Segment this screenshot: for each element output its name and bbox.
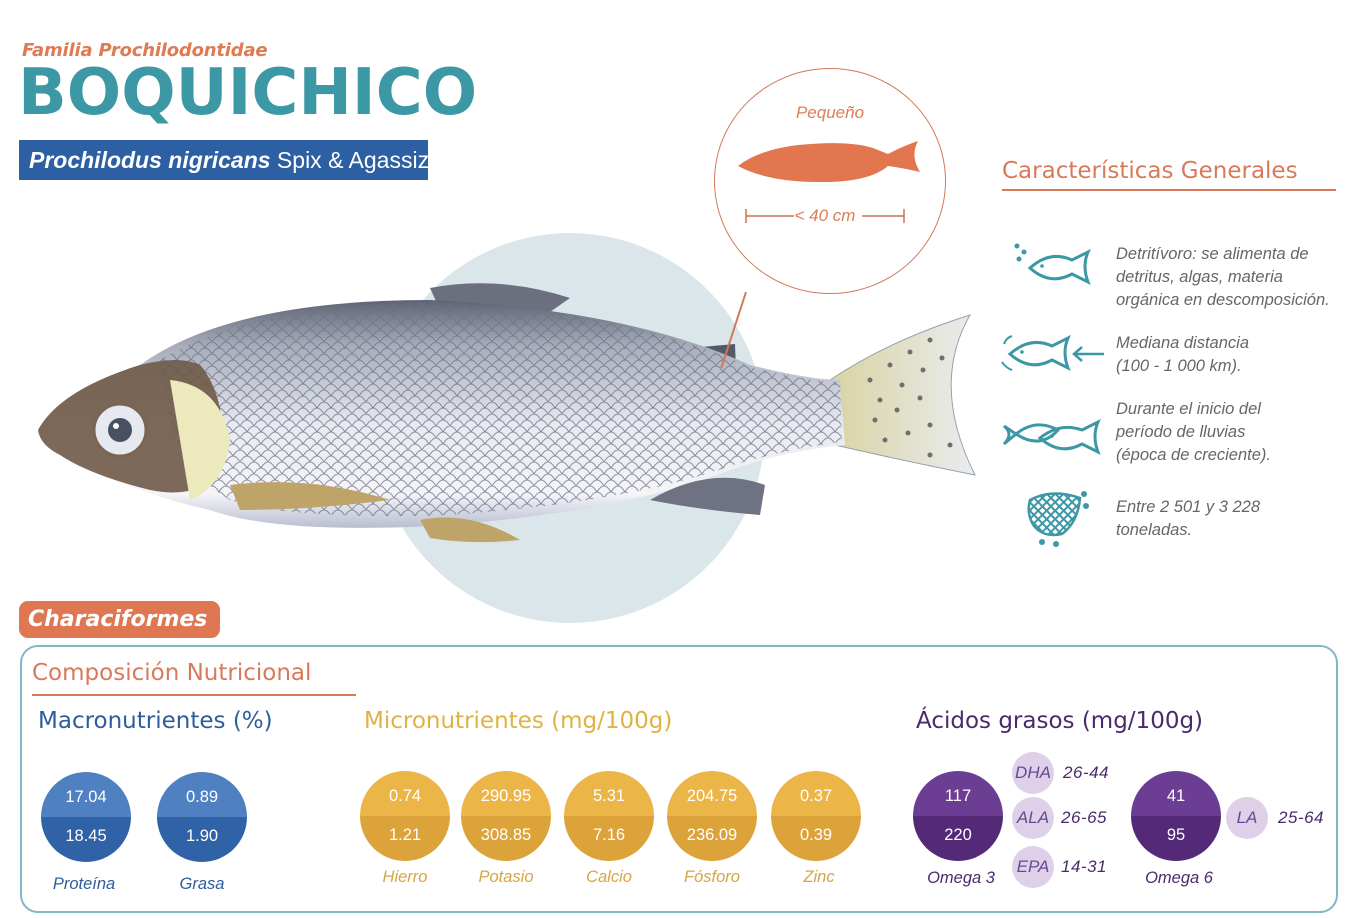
calcium-label: Calcio — [586, 868, 632, 886]
common-name-title: BOQUICHICO — [18, 56, 478, 130]
migration-fish-icon — [1001, 334, 1104, 372]
ala-range: 26-65 — [1061, 808, 1107, 827]
phosphorus-label: Fósforo — [684, 868, 740, 886]
nutrition-underline — [32, 694, 356, 696]
size-callout — [714, 68, 946, 294]
protein-label: Proteína — [52, 875, 116, 893]
la-badge: LA — [1226, 797, 1268, 839]
zinc-label: Zinc — [803, 868, 835, 886]
epa-badge: EPA — [1012, 846, 1054, 888]
potassium-label: Potasio — [478, 868, 534, 886]
char-item-migration: Mediana distancia (100 - 1 000 km). — [1116, 334, 1249, 375]
fat-bubble: 0.89 1.90 — [157, 772, 247, 862]
scientific-name: Prochilodus nigricans — [29, 147, 271, 173]
nutrition-title: Composición Nutricional — [32, 660, 312, 686]
scientific-name-banner: Prochilodus nigricans Spix & Agassiz, 18… — [19, 140, 493, 180]
dha-range: 26-44 — [1063, 763, 1109, 782]
characteristics-underline — [1002, 189, 1336, 191]
iron-bubble: 0.74 1.21 — [360, 771, 450, 861]
omega3-label: Omega 3 — [927, 869, 995, 887]
char-item-reproduction: Durante el inicio del período de lluvias… — [1116, 400, 1272, 464]
fish-illustration — [38, 283, 976, 543]
zinc-bubble: 0.37 0.39 — [771, 771, 861, 861]
la-range: 25-64 — [1278, 808, 1324, 827]
size-length: < 40 cm — [794, 206, 856, 225]
fish-silhouette-icon — [738, 141, 920, 183]
characteristics-title: Características Generales — [1002, 158, 1298, 184]
potassium-bubble: 290.95 308.85 — [461, 771, 551, 861]
omega6-bubble: 41 95 — [1131, 771, 1221, 861]
protein-bubble: 17.04 18.45 — [41, 772, 131, 862]
fishing-net-icon — [1027, 491, 1089, 547]
epa-range: 14-31 — [1061, 857, 1107, 876]
macronutrients-title: Macronutrientes (%) — [38, 708, 273, 734]
fat-label: Grasa — [179, 875, 225, 893]
authority: Spix & Agassiz, 1829 — [270, 147, 494, 173]
dha-badge: DHA — [1012, 752, 1054, 794]
calcium-bubble: 5.31 7.16 — [564, 771, 654, 861]
family-name: Familia Prochilodontidae — [22, 40, 268, 61]
order-badge: Characiformes — [19, 601, 220, 638]
phosphorus-bubble: 204.75 236.09 — [667, 771, 757, 861]
size-category: Pequeño — [795, 103, 865, 122]
feeding-fish-icon — [1014, 243, 1091, 286]
fatty-acids-title: Ácidos grasos (mg/100g) — [916, 708, 1204, 734]
size-measure-bar — [745, 209, 905, 223]
ala-badge: ALA — [1012, 797, 1054, 839]
char-item-feeding: Detritívoro: se alimenta de detritus, al… — [1116, 245, 1330, 309]
omega3-bubble: 117 220 — [913, 771, 1003, 861]
nutrition-panel — [20, 645, 1338, 913]
char-item-catch: Entre 2 501 y 3 228 toneladas. — [1116, 498, 1261, 539]
iron-label: Hierro — [382, 868, 428, 886]
omega6-label: Omega 6 — [1145, 869, 1213, 887]
reproduction-fish-icon — [1002, 418, 1101, 456]
micronutrients-title: Micronutrientes (mg/100g) — [364, 708, 673, 734]
